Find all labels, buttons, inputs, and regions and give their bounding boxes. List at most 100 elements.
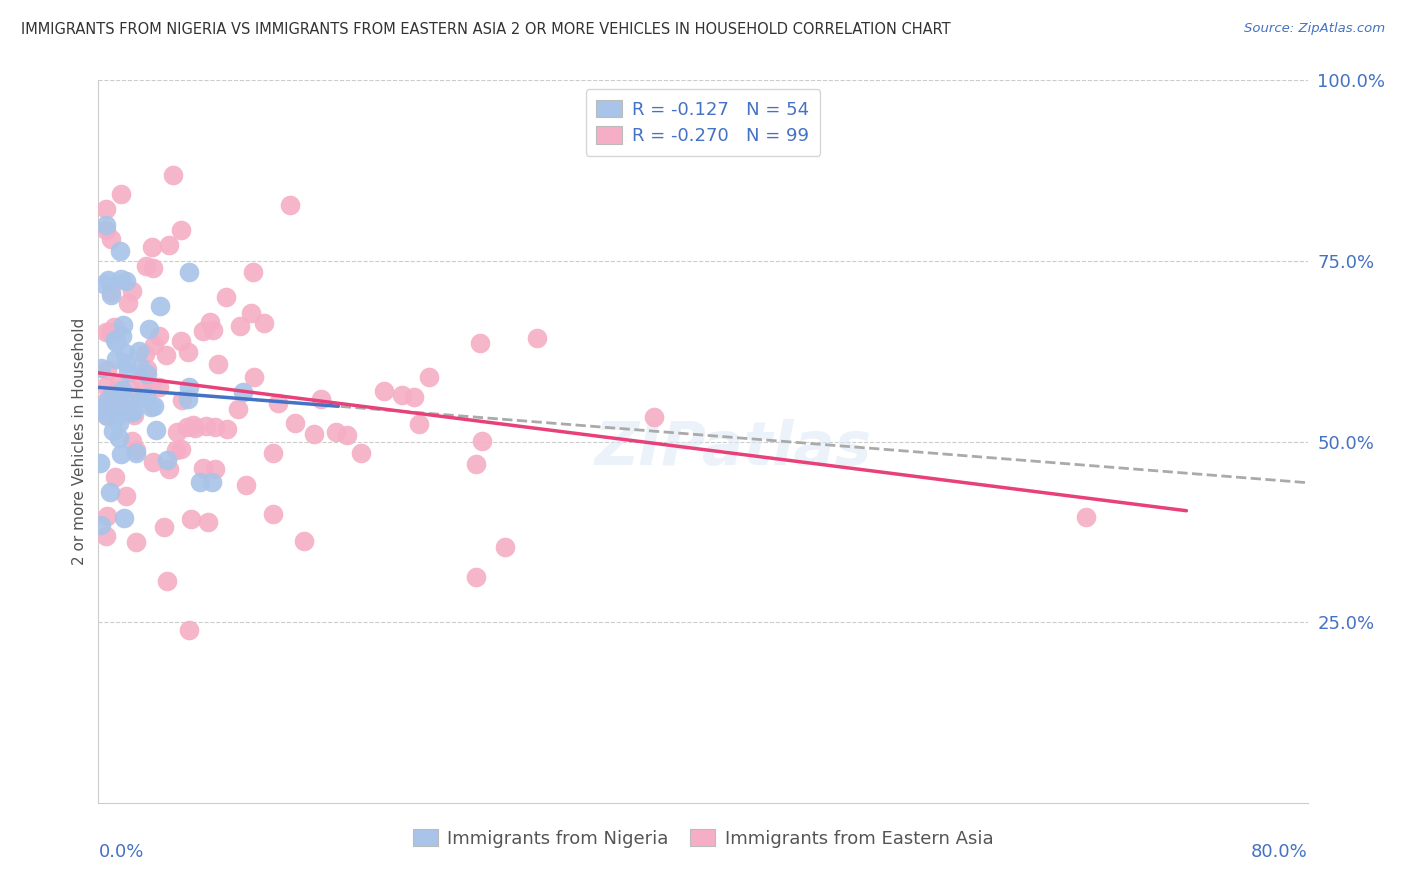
Point — [122, 408, 145, 422]
Point — [94, 202, 117, 216]
Point — [284, 416, 307, 430]
Point — [207, 357, 229, 371]
Text: 0.0%: 0.0% — [98, 843, 143, 861]
Point — [235, 478, 257, 492]
Point — [526, 331, 548, 345]
Point — [198, 315, 221, 329]
Point — [125, 443, 148, 458]
Point — [100, 389, 122, 403]
Point — [181, 418, 204, 433]
Point — [115, 274, 138, 288]
Point — [117, 296, 139, 310]
Point — [90, 518, 112, 533]
Point — [191, 324, 214, 338]
Point — [152, 519, 174, 533]
Point — [148, 380, 170, 394]
Point — [177, 380, 200, 394]
Point — [94, 218, 117, 232]
Point — [418, 369, 440, 384]
Point — [96, 409, 118, 423]
Point — [108, 398, 131, 412]
Point — [104, 333, 127, 347]
Point — [131, 391, 153, 405]
Point — [336, 427, 359, 442]
Point — [180, 512, 202, 526]
Point — [105, 334, 128, 349]
Point — [148, 328, 170, 343]
Point — [94, 325, 117, 339]
Point — [94, 408, 117, 422]
Point — [267, 396, 290, 410]
Point — [112, 511, 135, 525]
Point — [226, 401, 249, 416]
Point — [262, 508, 284, 522]
Point — [156, 453, 179, 467]
Point — [94, 393, 117, 408]
Point — [170, 223, 193, 237]
Text: Source: ZipAtlas.com: Source: ZipAtlas.com — [1244, 22, 1385, 36]
Point — [141, 379, 163, 393]
Point — [135, 259, 157, 273]
Point — [115, 490, 138, 504]
Point — [471, 434, 494, 448]
Point — [125, 446, 148, 460]
Point — [373, 384, 395, 398]
Point — [110, 186, 132, 201]
Point — [89, 456, 111, 470]
Point — [101, 424, 124, 438]
Point — [142, 399, 165, 413]
Point — [115, 356, 138, 370]
Point — [120, 405, 142, 419]
Point — [229, 319, 252, 334]
Point — [100, 285, 122, 300]
Point — [110, 271, 132, 285]
Point — [93, 277, 115, 291]
Point — [170, 442, 193, 457]
Point — [408, 417, 430, 432]
Point — [292, 534, 315, 549]
Point — [117, 403, 139, 417]
Point — [111, 329, 134, 343]
Point — [402, 390, 425, 404]
Point — [391, 388, 413, 402]
Point — [166, 425, 188, 439]
Point — [125, 535, 148, 549]
Point — [155, 348, 177, 362]
Point — [325, 425, 347, 439]
Point — [90, 403, 112, 417]
Point — [100, 232, 122, 246]
Point — [94, 379, 117, 393]
Point — [111, 318, 134, 332]
Text: IMMIGRANTS FROM NIGERIA VS IMMIGRANTS FROM EASTERN ASIA 2 OR MORE VEHICLES IN HO: IMMIGRANTS FROM NIGERIA VS IMMIGRANTS FR… — [21, 22, 950, 37]
Point — [114, 346, 136, 360]
Point — [179, 623, 201, 637]
Point — [94, 223, 117, 237]
Point — [139, 400, 162, 414]
Point — [240, 306, 263, 320]
Point — [141, 240, 163, 254]
Point — [104, 334, 127, 348]
Point — [195, 418, 218, 433]
Point — [253, 316, 276, 330]
Point — [120, 395, 142, 409]
Y-axis label: 2 or more Vehicles in Household: 2 or more Vehicles in Household — [72, 318, 87, 566]
Point — [243, 369, 266, 384]
Point — [104, 324, 127, 338]
Point — [90, 361, 112, 376]
Point — [191, 461, 214, 475]
Point — [179, 265, 201, 279]
Text: 80.0%: 80.0% — [1251, 843, 1308, 861]
Point — [98, 485, 121, 500]
Point — [97, 273, 120, 287]
Point — [135, 390, 157, 404]
Point — [114, 392, 136, 406]
Point — [149, 299, 172, 313]
Point — [110, 446, 132, 460]
Point — [142, 338, 165, 352]
Point — [242, 265, 264, 279]
Point — [117, 365, 139, 379]
Point — [131, 373, 153, 387]
Point — [103, 320, 125, 334]
Legend: Immigrants from Nigeria, Immigrants from Eastern Asia: Immigrants from Nigeria, Immigrants from… — [406, 822, 1000, 855]
Point — [465, 570, 488, 584]
